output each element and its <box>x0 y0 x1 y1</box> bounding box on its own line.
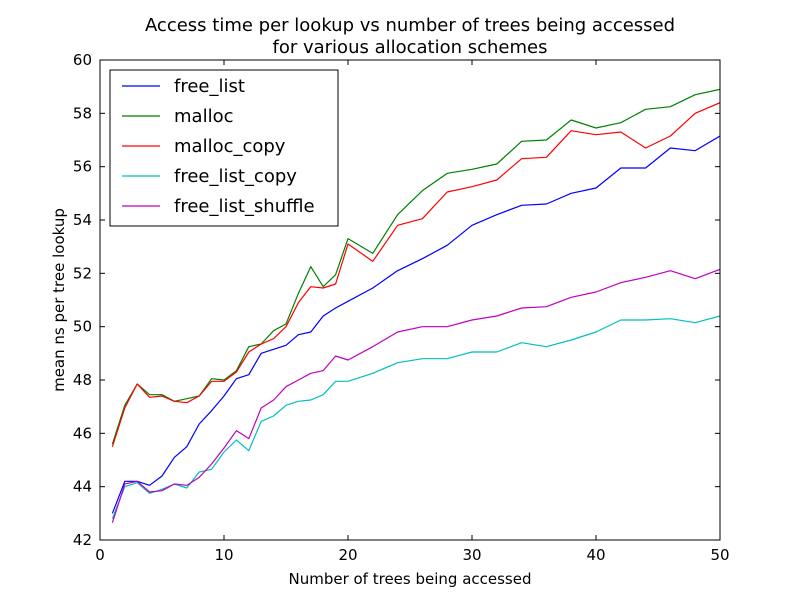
y-tick-label: 44 <box>73 478 92 496</box>
legend-label-free-list-shuffle: free_list_shuffle <box>174 196 315 217</box>
y-tick-label: 50 <box>73 318 92 336</box>
x-tick-label: 50 <box>710 546 729 564</box>
x-tick-label: 40 <box>586 546 605 564</box>
series-line-free-list-shuffle <box>111 268 720 523</box>
x-axis-label: Number of trees being accessed <box>288 570 531 588</box>
ticks-layer: 0 10 20 30 40 50 42 44 46 48 50 52 54 56 58 60 <box>73 51 730 564</box>
y-tick-label: 42 <box>73 531 92 549</box>
series-line-free-list <box>111 135 720 514</box>
chart-title: Access time per lookup vs number of tree… <box>145 15 675 36</box>
chart-subtitle: for various allocation schemes <box>273 37 548 58</box>
y-tick-label: 46 <box>73 424 92 442</box>
series-line-free-list-copy <box>111 315 720 519</box>
y-tick-label: 54 <box>73 211 92 229</box>
x-tick-label: 30 <box>462 546 481 564</box>
y-axis-label: mean ns per tree lookup <box>50 208 68 392</box>
x-tick-label: 0 <box>95 546 105 564</box>
series-line-malloc-copy <box>111 102 720 447</box>
x-tick-label: 10 <box>214 546 233 564</box>
legend-label-free-list-copy: free_list_copy <box>174 166 297 187</box>
series-line-malloc <box>111 88 720 445</box>
x-tick-label: 20 <box>338 546 357 564</box>
legend-label-malloc-copy: malloc_copy <box>174 136 286 157</box>
y-tick-label: 52 <box>73 264 92 282</box>
legend-label-malloc: malloc <box>174 106 233 127</box>
legend-label-free-list: free_list <box>174 76 245 97</box>
y-tick-label: 48 <box>73 371 92 389</box>
plot-frame <box>99 59 721 541</box>
y-tick-label: 56 <box>73 158 92 176</box>
series-layer <box>111 88 720 523</box>
y-tick-label: 58 <box>73 104 92 122</box>
y-tick-label: 60 <box>73 51 92 69</box>
legend-box <box>109 69 339 227</box>
